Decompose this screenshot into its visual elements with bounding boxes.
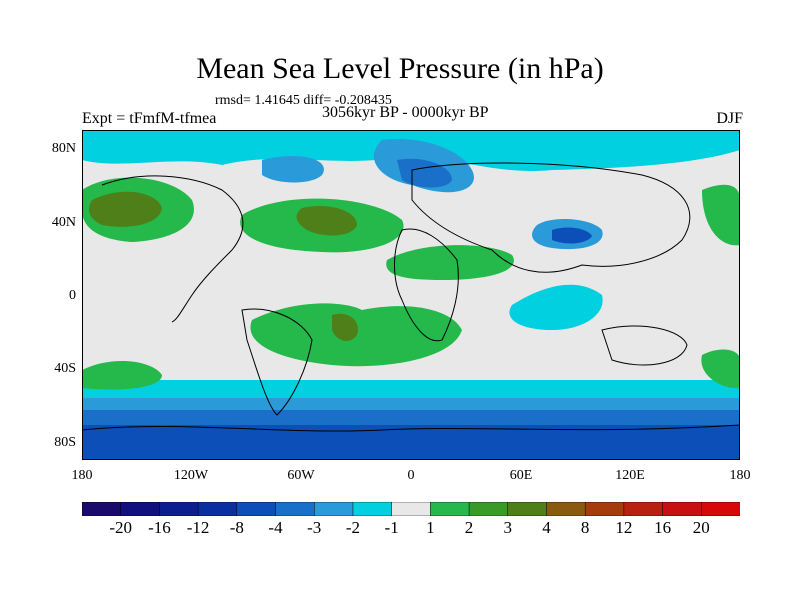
colorbar-label: 4 — [542, 518, 551, 537]
colorbar-label: -8 — [229, 518, 244, 537]
lon-tick-180-west: 180 — [71, 468, 93, 483]
south-america-outline — [241, 308, 313, 416]
colorbar-swatch — [391, 502, 432, 516]
antarctica-outline — [82, 424, 740, 432]
colorbar-swatch — [468, 502, 509, 516]
colorbar-label: 20 — [692, 518, 710, 537]
colorbar-label: -12 — [186, 518, 210, 537]
lat-tick-0: 0 — [69, 288, 76, 303]
colorbar-swatch — [623, 502, 664, 516]
colorbar-label: 8 — [580, 518, 590, 537]
colorbar-swatch — [159, 502, 199, 516]
eurasia-outline — [411, 162, 691, 273]
colorbar-swatch — [662, 502, 703, 516]
south-pacific-east-positive-anomaly — [701, 349, 740, 389]
period-label: 3056kyr BP - 0000kyr BP — [322, 104, 489, 121]
colorbar-label: 1 — [426, 518, 435, 537]
lon-tick-60e: 60E — [509, 468, 533, 483]
colorbar-swatch — [430, 502, 470, 516]
colorbar-swatch — [82, 502, 122, 516]
colorbar-swatch — [236, 502, 277, 516]
lat-tick-40s: 40S — [54, 361, 76, 376]
indian-ocean-negative-anomaly — [509, 284, 603, 330]
experiment-label: Expt = tFmfM-tfmea — [82, 110, 217, 127]
colorbar-label: -3 — [307, 518, 322, 537]
map-title: Mean Sea Level Pressure (in hPa) — [196, 52, 604, 85]
asia-negative-core — [552, 227, 592, 244]
lon-tick-60w: 60W — [287, 468, 315, 483]
colorbar-label: 16 — [654, 518, 672, 537]
sahara-positive-anomaly — [386, 245, 514, 280]
lat-tick-80n: 80N — [51, 141, 76, 156]
lat-tick-80s: 80S — [54, 435, 76, 450]
colorbar-label: 2 — [464, 518, 474, 537]
lat-tick-40n: 40N — [51, 215, 76, 230]
colorbar-swatch — [507, 502, 548, 516]
north-atlantic-positive-core — [296, 205, 357, 236]
season-label: DJF — [716, 110, 743, 127]
south-atlantic-positive-core — [332, 313, 358, 342]
lon-tick-0: 0 — [407, 468, 415, 483]
colorbar-label: -20 — [109, 518, 133, 537]
southern-band-4 — [82, 425, 740, 460]
colorbar-label: -16 — [148, 518, 171, 537]
colorbar-swatch — [197, 502, 238, 516]
statistics-label: rmsd= 1.41645 diff= -0.208435 — [215, 93, 392, 108]
colorbar-swatch — [313, 502, 354, 516]
australia-outline — [601, 325, 688, 366]
lon-tick-120w: 120W — [173, 468, 209, 483]
colorbar-swatch — [546, 502, 586, 516]
map-frame — [82, 130, 740, 460]
colorbar-label: -4 — [268, 518, 283, 537]
north-america-outline — [101, 175, 244, 323]
lon-tick-120e: 120E — [615, 468, 645, 483]
colorbar — [82, 502, 740, 516]
north-pacific-east-positive-anomaly — [702, 184, 740, 246]
colorbar-label: 3 — [503, 518, 513, 537]
colorbar-label: 12 — [615, 518, 633, 537]
pressure-anomaly-map — [82, 130, 740, 460]
greenland-negative-anomaly — [262, 155, 324, 183]
colorbar-label: -2 — [345, 518, 361, 537]
south-pacific-positive-anomaly — [82, 360, 162, 390]
colorbar-label: -1 — [384, 518, 399, 537]
continent-outlines — [82, 162, 740, 432]
colorbar-swatch — [352, 502, 393, 516]
colorbar-swatch — [275, 502, 315, 516]
lon-tick-180-east: 180 — [729, 468, 751, 483]
colorbar-swatch — [584, 502, 625, 516]
north-pacific-positive-core — [89, 191, 162, 227]
africa-outline — [394, 228, 459, 342]
colorbar-swatch — [701, 502, 740, 516]
colorbar-swatch — [120, 502, 161, 516]
